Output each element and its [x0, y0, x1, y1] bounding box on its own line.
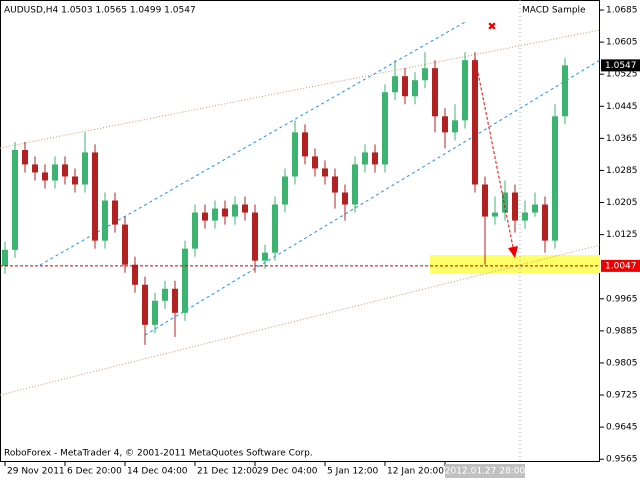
target-zone [430, 255, 600, 273]
candle-body [292, 132, 298, 177]
y-tick-label: 0.9965 [606, 294, 638, 304]
x-tick-label: 5 Jan 12:00 [327, 467, 379, 477]
y-tick-label: 0.9565 [606, 455, 638, 465]
candle-body [52, 164, 58, 181]
candle-body [442, 116, 448, 133]
y-tick-label: 1.0685 [606, 6, 638, 16]
candle-body [142, 284, 148, 325]
candle-body [282, 176, 288, 205]
x-tick-label: 21 Dec 12:00 [197, 467, 258, 477]
candle-body [82, 152, 88, 185]
candle-body [342, 192, 348, 205]
candle-body [532, 204, 538, 213]
candle-body [182, 248, 188, 313]
candle-body [512, 192, 518, 221]
candle-body [492, 212, 498, 217]
candle-body [372, 152, 378, 165]
y-tick-label: 0.9885 [606, 326, 638, 336]
candle-body [202, 212, 208, 221]
candle-body [252, 212, 258, 261]
candle-body [192, 212, 198, 249]
y-tick-label: 1.0205 [606, 198, 638, 208]
candle-body [62, 164, 68, 177]
candle-body [72, 176, 78, 185]
indicator-name: MACD Sample [522, 6, 586, 16]
cursor-time-box [445, 464, 525, 478]
candle-body [2, 249, 8, 266]
candle-body [522, 212, 528, 221]
chart-title: AUDUSD,H4 1.0503 1.0565 1.0499 1.0547 [4, 6, 196, 16]
x-tick-label: 29 Dec 04:00 [257, 467, 318, 477]
candle-body [382, 92, 388, 165]
candle-body [122, 224, 128, 265]
candle-body [362, 152, 368, 165]
candle-body [462, 60, 468, 121]
y-tick-label: 1.0125 [606, 230, 638, 240]
candle-body [552, 116, 558, 241]
candle-body [152, 300, 158, 325]
last-price-label: 1.0547 [605, 61, 637, 71]
arrow-head [508, 246, 518, 258]
forecast-arrow [474, 57, 515, 253]
trend-lower [144, 59, 601, 336]
y-tick-label: 1.0445 [606, 102, 638, 112]
cursor-time-label: 2012.01.27 28:00 [445, 467, 526, 477]
y-tick-label: 1.0365 [606, 134, 638, 144]
candle-body [432, 68, 438, 117]
candle-body [452, 120, 458, 133]
candle-body [482, 184, 488, 217]
candle-body [32, 164, 38, 173]
candle-body [402, 76, 408, 97]
candle-body [162, 288, 168, 301]
footer: RoboForex - MetaTrader 4, © 2001-2011 Me… [4, 449, 313, 459]
x-tick-label: 12 Jan 20:00 [387, 467, 444, 477]
channel-lower [0, 244, 601, 396]
candle-body [392, 76, 398, 93]
candle-body [112, 200, 118, 225]
x-tick-label: 14 Dec 04:00 [127, 467, 188, 477]
candle-body [42, 172, 48, 181]
candle-body [12, 149, 18, 250]
candle-body [322, 168, 328, 177]
candle-body [232, 204, 238, 217]
x-tick-label: 6 Dec 20:00 [67, 467, 122, 477]
candle-body [242, 204, 248, 213]
candle-body [502, 192, 508, 213]
candle-body [102, 200, 108, 241]
candle-body [272, 204, 278, 253]
candle-body [332, 176, 338, 193]
candle-body [212, 208, 218, 221]
candle-body [352, 164, 358, 205]
candle-body [262, 252, 268, 261]
y-tick-label: 0.9725 [606, 391, 638, 401]
last-price-box [601, 59, 640, 72]
candle-body [92, 152, 98, 241]
target-label-box [601, 259, 640, 272]
y-tick-label: 1.0285 [606, 166, 638, 176]
candle-body [132, 264, 138, 285]
candle-body [422, 68, 428, 81]
candle-body [302, 132, 308, 157]
candle-body [22, 149, 28, 165]
candles [2, 52, 568, 345]
y-tick-label: 1.0605 [606, 38, 638, 48]
x-tick-label: 29 Nov 2011 [7, 467, 65, 477]
close-marker: ✖ [487, 20, 496, 33]
candle-body [312, 156, 318, 169]
target-label: 1.0047 [605, 261, 637, 271]
plot-frame [0, 0, 600, 462]
candle-body [412, 80, 418, 97]
y-tick-label: 0.9805 [606, 358, 638, 368]
candle-body [472, 60, 478, 185]
candle-body [172, 288, 178, 313]
candle-body [542, 204, 548, 241]
y-tick-label: 1.0525 [606, 70, 638, 80]
candle-body [562, 65, 568, 117]
candle-body [222, 208, 228, 217]
y-tick-label: 0.9645 [606, 423, 638, 433]
